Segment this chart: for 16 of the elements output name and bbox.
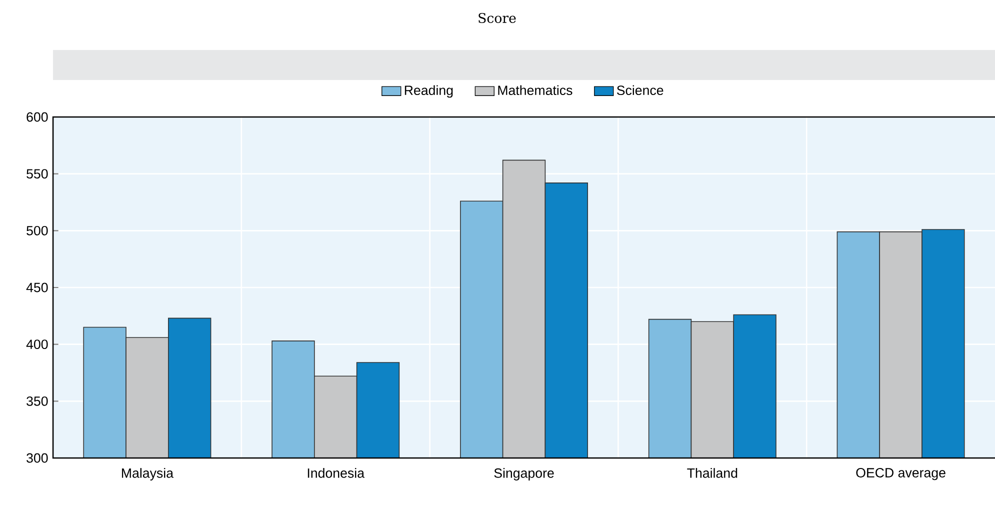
x-tick-label: Indonesia [308,468,365,478]
y-tick-label: 500 [26,226,48,236]
y-tick-label: 450 [26,282,48,292]
x-tick-label: Thailand [687,468,738,478]
legend-label: Mathematics [498,85,572,96]
chart-subtitle: Score [478,12,516,24]
x-tick-label: Singapore [494,468,554,480]
y-tick-label: 600 [26,112,48,122]
x-tick-label: Malaysia [122,468,174,480]
legend-label: Science [616,85,664,96]
y-tick-label: 300 [26,453,48,463]
x-tick-label: OECD average [856,468,946,480]
y-tick-label: 400 [26,340,48,350]
legend-label: Reading [404,85,453,98]
y-tick-label: 550 [26,169,48,179]
y-tick-label: 350 [26,396,48,406]
